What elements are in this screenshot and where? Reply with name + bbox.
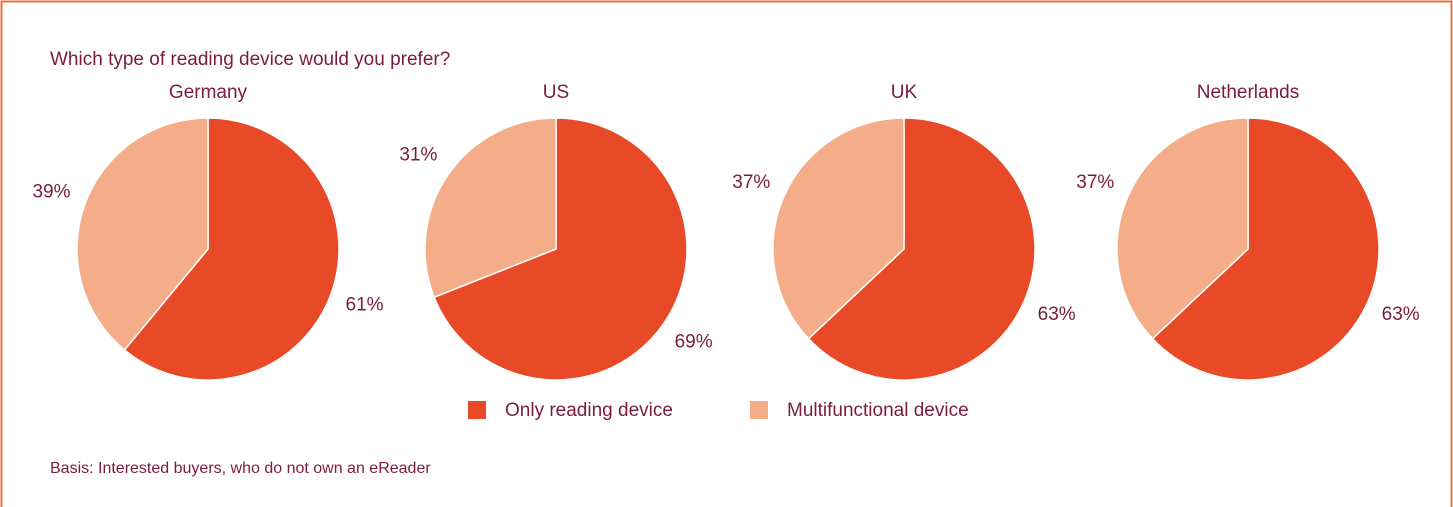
data-label: 63%: [1038, 304, 1076, 325]
pie-title: Netherlands: [1197, 82, 1299, 103]
pie-title: US: [543, 82, 569, 103]
pie-slice: [123, 117, 340, 381]
pie-slice: [424, 117, 557, 299]
pie-title: UK: [891, 82, 918, 103]
pie-slice: [76, 117, 209, 351]
note: Basis: Interested buyers, who do not own…: [50, 460, 431, 477]
data-label: 37%: [1076, 172, 1114, 193]
legend-swatch: [468, 401, 486, 419]
legend-swatch: [750, 401, 768, 419]
data-label: 69%: [675, 332, 713, 353]
pie-slice: [1116, 117, 1249, 340]
pie-slice: [772, 117, 905, 340]
legend-label: Multifunctional device: [787, 400, 969, 421]
data-label: 31%: [399, 145, 437, 166]
pie-slice: [807, 117, 1036, 381]
legend-label: Only reading device: [505, 400, 673, 421]
pie-slice: [433, 117, 688, 381]
data-label: 37%: [732, 172, 770, 193]
data-label: 63%: [1382, 304, 1420, 325]
chart-title: Which type of reading device would you p…: [50, 49, 450, 70]
data-label: 39%: [32, 182, 70, 203]
data-label: 61%: [346, 294, 384, 315]
pie-slice: [1151, 117, 1380, 381]
pie-title: Germany: [169, 82, 248, 103]
